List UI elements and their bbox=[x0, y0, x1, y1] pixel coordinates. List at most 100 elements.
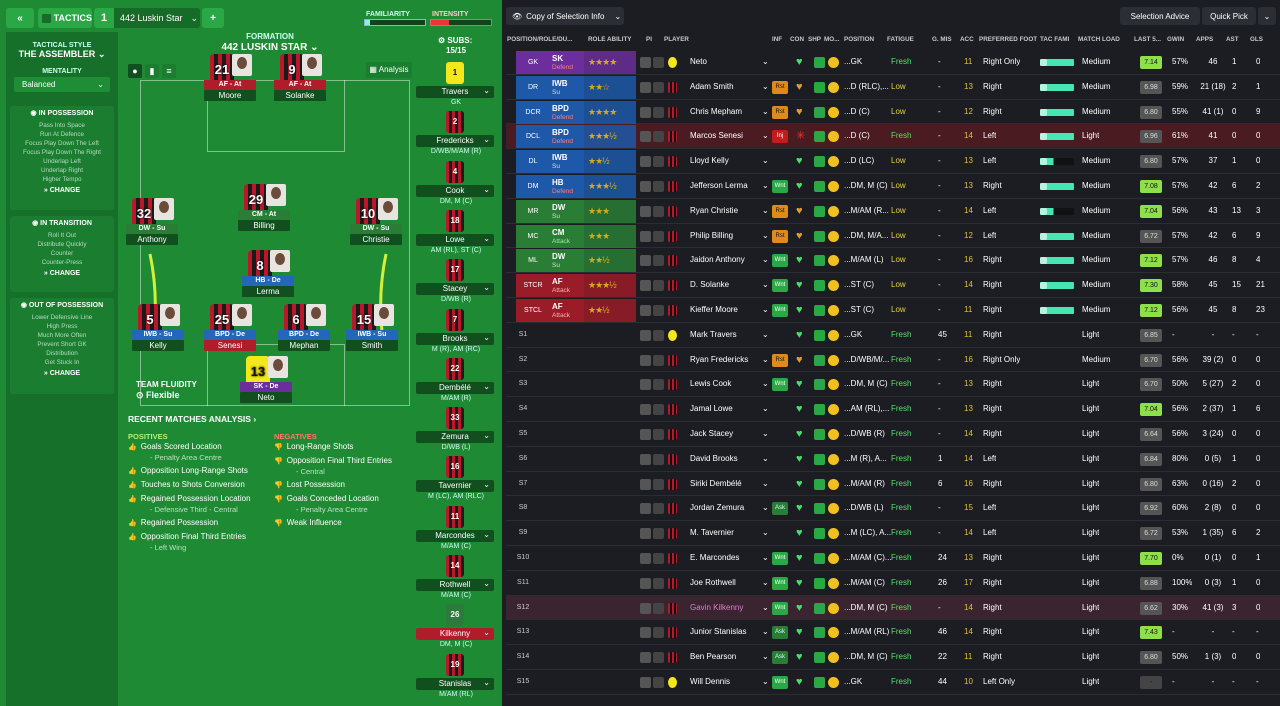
sub-player[interactable]: 2 Fredericks ⌄ D/WB/M/AM (R) bbox=[416, 111, 496, 159]
player-row[interactable]: S13 Junior Stanislas ⌄ Ask ♥ ...M/AM (RL) Fres… bbox=[506, 620, 1280, 646]
player-row[interactable]: AF Attack ★★½ STCL Kieffer Moore ⌄ Wnt ♥ ...ST (… bbox=[506, 298, 1280, 323]
player-name[interactable]: Marcos Senesi bbox=[690, 131, 743, 141]
selection-advice-button[interactable]: Selection Advice bbox=[1120, 7, 1200, 25]
column-header[interactable]: LAST 5... bbox=[1134, 36, 1161, 43]
player-row[interactable]: SK Defend ★★★★ GK Neto ⌄ ♥ ...GK Fresh - 11 Right O… bbox=[506, 50, 1280, 75]
player-name[interactable]: Jack Stacey bbox=[690, 429, 734, 438]
player-row[interactable]: S12 Gavin Kilkenny ⌄ Wnt ♥ ...DM, M (C) Fresh -… bbox=[506, 595, 1280, 621]
column-header[interactable]: GWIN bbox=[1167, 36, 1185, 43]
player-row[interactable]: S9 M. Tavernier ⌄ ♥ ...M (LC), A... Fresh - 14 L… bbox=[506, 521, 1280, 546]
column-header[interactable]: GLS bbox=[1250, 36, 1263, 43]
player-name[interactable]: Lewis Cook bbox=[690, 379, 732, 389]
player-instructions-icon[interactable] bbox=[640, 602, 651, 614]
player-row[interactable]: S5 Jack Stacey ⌄ ♥ ...D/WB (R) Fresh - 14 Right L… bbox=[506, 422, 1280, 447]
player-row[interactable]: IWB Su ★★☆ DR Adam Smith ⌄ Rst ♥ ...D (RLC),... L… bbox=[506, 75, 1280, 100]
player-name[interactable]: Jamal Lowe bbox=[690, 404, 733, 414]
player-instructions-icon[interactable] bbox=[640, 181, 651, 192]
tactics-tab[interactable]: TACTICS bbox=[38, 8, 92, 28]
column-header[interactable]: FATIGUE bbox=[887, 36, 914, 43]
player-name[interactable]: Junior Stanislas bbox=[690, 627, 747, 637]
player-instructions-icon[interactable] bbox=[640, 503, 651, 515]
player-instructions-icon[interactable] bbox=[640, 81, 651, 93]
player-name[interactable]: Chris Mepham bbox=[690, 106, 743, 116]
player-instructions-icon[interactable] bbox=[640, 553, 651, 564]
quick-pick-button[interactable]: Quick Pick bbox=[1202, 7, 1256, 25]
pitch-player[interactable]: 29 CM - At Billing bbox=[238, 184, 290, 234]
player-name[interactable]: Mark Travers bbox=[690, 329, 737, 339]
player-row[interactable]: S11 Joe Rothwell ⌄ Wnt ♥ ...M/AM (C) Fresh 26 17… bbox=[506, 571, 1280, 596]
mentality-dropdown[interactable]: Balanced ⌄ bbox=[14, 77, 110, 92]
column-header[interactable]: MO... bbox=[824, 36, 840, 43]
player-name[interactable]: Ryan Christie bbox=[690, 205, 739, 215]
pitch-player[interactable]: 5 IWB - Su Kelly bbox=[132, 304, 184, 354]
player-row[interactable]: S4 Jamal Lowe ⌄ ♥ ...AM (RL),... Fresh - 13 Righ… bbox=[506, 397, 1280, 422]
tactical-style-value[interactable]: THE ASSEMBLER ⌄ bbox=[18, 49, 106, 59]
player-instructions-icon[interactable] bbox=[640, 577, 651, 589]
pitch-player[interactable]: 21 AF - At Moore bbox=[204, 54, 256, 104]
in-transition-change-button[interactable]: » CHANGE bbox=[43, 270, 81, 277]
analysis-button[interactable]: ▦ Analysis bbox=[366, 62, 412, 78]
player-instructions-icon[interactable] bbox=[640, 57, 651, 68]
player-instructions-icon[interactable] bbox=[640, 354, 651, 366]
column-header[interactable]: POSITION bbox=[844, 36, 875, 43]
sub-player[interactable]: 17 Stacey ⌄ D/WB (R) bbox=[416, 259, 496, 307]
player-name[interactable]: E. Marcondes bbox=[690, 553, 740, 562]
column-header[interactable]: MATCH LOAD bbox=[1078, 36, 1120, 43]
column-header[interactable]: POSITION/ROLE/DU... bbox=[507, 36, 573, 43]
pitch-player[interactable]: 10 DW - Su Christie bbox=[350, 198, 402, 248]
player-name[interactable]: David Brooks bbox=[690, 453, 738, 463]
player-name[interactable]: Jaidon Anthony bbox=[690, 255, 745, 265]
player-instructions-icon[interactable] bbox=[640, 106, 651, 118]
column-header[interactable]: PLAYER bbox=[664, 36, 689, 43]
player-name[interactable]: Jordan Zemura bbox=[690, 503, 745, 513]
player-name[interactable]: Joe Rothwell bbox=[690, 577, 736, 587]
player-instructions-icon[interactable] bbox=[640, 230, 651, 242]
out-of-possession-change-button[interactable]: » CHANGE bbox=[43, 370, 81, 377]
player-row[interactable]: S10 E. Marcondes ⌄ Wnt ♥ ...M/AM (C)... Fresh 2… bbox=[506, 546, 1280, 571]
pitch-player[interactable]: 8 HB - De Lerma bbox=[242, 250, 294, 300]
sub-player[interactable]: 18 Lowe ⌄ AM (RL), ST (C) bbox=[416, 209, 496, 258]
player-row[interactable]: DW Su ★★★ MR Ryan Christie ⌄ Rst ♥ ...M/AM (R...… bbox=[506, 199, 1280, 224]
player-row[interactable]: BPD Defend ★★★½ DCL Marcos Senesi ⌄ Inj ✳ ...D (… bbox=[506, 124, 1280, 150]
sub-player[interactable]: 19 Stanislas ⌄ M/AM (RL) bbox=[416, 653, 496, 702]
player-instructions-icon[interactable] bbox=[640, 305, 651, 316]
player-name[interactable]: Kieffer Moore bbox=[690, 305, 738, 314]
player-row[interactable]: S14 Ben Pearson ⌄ Ask ♥ ...DM, M (C) Fresh 22 11… bbox=[506, 645, 1280, 670]
sub-player[interactable]: 22 Dembélé ⌄ M/AM (R) bbox=[416, 357, 496, 406]
player-instructions-icon[interactable] bbox=[640, 329, 651, 341]
in-possession-change-button[interactable]: » CHANGE bbox=[43, 187, 81, 194]
player-name[interactable]: Will Dennis bbox=[690, 677, 731, 686]
pitch-player[interactable]: 9 AF - At Solanke bbox=[274, 54, 326, 104]
column-header[interactable]: G. MIS bbox=[932, 36, 952, 43]
player-name[interactable]: Gavin Kilkenny bbox=[690, 602, 744, 612]
sub-player[interactable]: 1 Travers ⌄ GK bbox=[416, 62, 496, 110]
player-name[interactable]: Adam Smith bbox=[690, 81, 734, 91]
player-name[interactable]: Ben Pearson bbox=[690, 652, 737, 662]
list-view-icon[interactable]: ≡ bbox=[162, 64, 176, 78]
sub-player[interactable]: 11 Marcondes ⌄ M/AM (C) bbox=[416, 505, 496, 554]
sub-player[interactable]: 14 Rothwell ⌄ M/AM (C) bbox=[416, 555, 496, 603]
player-instructions-icon[interactable] bbox=[640, 131, 651, 143]
player-instructions-icon[interactable] bbox=[640, 156, 651, 168]
pitch-player[interactable]: 15 IWB - Su Smith bbox=[346, 304, 398, 354]
player-row[interactable]: S6 David Brooks ⌄ ♥ ...M (R), A... Fresh 1 14 Le… bbox=[506, 447, 1280, 472]
pitch-player[interactable]: 25 BPD - De Senesi bbox=[204, 304, 256, 354]
player-row[interactable]: CM Attack ★★★ MC Philip Billing ⌄ Rst ♥ ...DM, M… bbox=[506, 224, 1280, 249]
player-instructions-icon[interactable] bbox=[640, 478, 651, 490]
player-row[interactable]: S7 Siriki Dembélé ⌄ ♥ ...M/AM (R) Fresh 6 16 Rig… bbox=[506, 472, 1280, 497]
player-name[interactable]: D. Solanke bbox=[690, 280, 730, 290]
player-row[interactable]: AF Attack ★★★½ STCR D. Solanke ⌄ Wnt ♥ ...ST (C)… bbox=[506, 273, 1280, 298]
player-instructions-icon[interactable] bbox=[640, 652, 651, 664]
pitch-player[interactable]: 6 BPD - De Mephan bbox=[278, 304, 330, 354]
player-instructions-icon[interactable] bbox=[640, 379, 651, 391]
player-row[interactable]: HB Defend ★★★½ DM Jefferson Lerma ⌄ Wnt ♥ ...DM,… bbox=[506, 174, 1280, 199]
column-header[interactable]: AST bbox=[1226, 36, 1239, 43]
player-name[interactable]: Jefferson Lerma bbox=[690, 181, 748, 190]
player-instructions-icon[interactable] bbox=[640, 255, 651, 267]
player-view-icon[interactable]: ● bbox=[128, 64, 142, 78]
player-instructions-icon[interactable] bbox=[640, 677, 651, 688]
pitch-player[interactable]: 32 DW - Su Anthony bbox=[126, 198, 178, 248]
pitch-player[interactable]: 13 SK - De Neto bbox=[240, 356, 292, 406]
sub-player[interactable]: 26 Kilkenny ⌄ DM, M (C) bbox=[416, 604, 496, 652]
view-selector[interactable]: 👁 Copy of Selection Info ⌄ bbox=[506, 7, 624, 25]
